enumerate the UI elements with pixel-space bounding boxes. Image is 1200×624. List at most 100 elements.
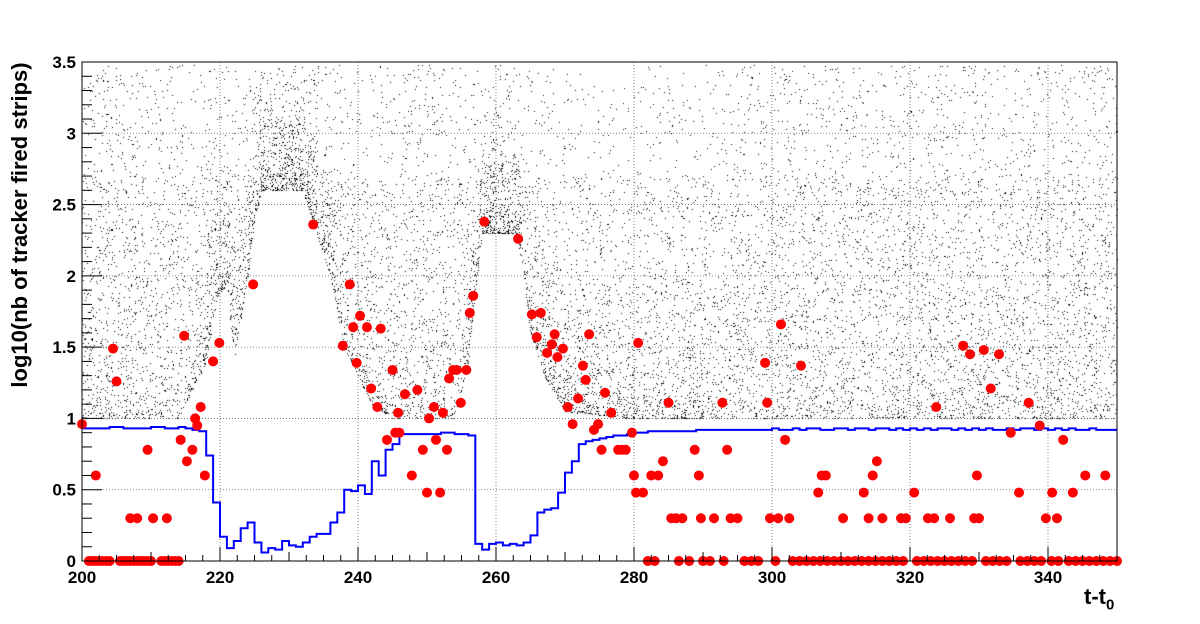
marker-point: [175, 434, 186, 445]
marker-point: [657, 456, 668, 467]
marker-point: [725, 513, 736, 524]
marker-point: [784, 513, 795, 524]
marker-point: [208, 356, 219, 367]
y-tick-label: 2: [67, 267, 76, 286]
marker-point: [412, 384, 423, 395]
marker-point: [900, 513, 911, 524]
y-tick-label: 3: [67, 124, 76, 143]
histogram-line: [82, 425, 1117, 554]
marker-point: [813, 487, 824, 498]
marker-point: [348, 322, 359, 333]
marker-point: [931, 402, 942, 413]
marker-point: [557, 343, 568, 354]
marker-point: [994, 349, 1005, 360]
marker-point: [689, 444, 700, 455]
y-axis-label: log10(nb of tracker fired strips): [7, 62, 32, 388]
marker-point: [428, 402, 439, 413]
marker-point: [631, 487, 642, 498]
marker-point: [111, 376, 122, 387]
x-axis-label-text: t-t: [1084, 584, 1106, 609]
marker-point: [573, 393, 584, 404]
marker-point: [387, 364, 398, 375]
marker-point: [375, 323, 386, 334]
x-tick-label: 260: [482, 568, 510, 587]
marker-point: [760, 357, 771, 368]
marker-point: [732, 513, 743, 524]
marker-point: [562, 402, 573, 413]
marker-point: [695, 513, 706, 524]
red-markers: [77, 216, 1122, 566]
marker-point: [626, 427, 637, 438]
marker-point: [444, 373, 455, 384]
x-tick-label: 240: [344, 568, 372, 587]
marker-point: [1047, 487, 1058, 498]
marker-point: [187, 444, 198, 455]
marker-point: [820, 470, 831, 481]
grid: [81, 61, 1117, 562]
marker-point: [437, 407, 448, 418]
marker-point: [372, 402, 383, 413]
marker-point: [546, 339, 557, 350]
marker-point: [192, 420, 203, 431]
marker-point: [161, 513, 172, 524]
marker-point: [722, 444, 733, 455]
x-tick-label: 340: [1034, 568, 1062, 587]
marker-point: [1023, 397, 1034, 408]
marker-point: [366, 383, 377, 394]
marker-point: [552, 352, 563, 363]
marker-point: [764, 513, 775, 524]
marker-point: [422, 487, 432, 498]
marker-point: [663, 397, 674, 408]
marker-point: [451, 364, 462, 375]
marker-point: [90, 470, 101, 481]
marker-point: [1014, 487, 1025, 498]
marker-point: [549, 329, 560, 340]
marker-point: [442, 444, 453, 455]
marker-point: [677, 513, 688, 524]
marker-point: [393, 407, 404, 418]
marker-point: [600, 387, 611, 398]
marker-point: [965, 349, 976, 360]
marker-point: [606, 407, 617, 418]
marker-point: [717, 397, 728, 408]
marker-point: [693, 470, 704, 481]
marker-point: [1080, 470, 1091, 481]
marker-point: [195, 402, 206, 413]
marker-point: [1005, 427, 1016, 438]
marker-point: [577, 360, 588, 371]
marker-point: [775, 319, 786, 330]
x-tick-label: 220: [206, 568, 234, 587]
marker-point: [394, 427, 405, 438]
marker-point: [871, 456, 882, 467]
marker-point: [1040, 513, 1051, 524]
marker-point: [148, 513, 159, 524]
marker-point: [945, 513, 956, 524]
marker-point: [351, 357, 362, 368]
marker-point: [974, 513, 984, 524]
marker-point: [337, 340, 348, 351]
marker-point: [877, 513, 888, 524]
x-tick-label: 280: [620, 568, 648, 587]
marker-point: [620, 444, 631, 455]
marker-point: [709, 513, 720, 524]
marker-point: [762, 397, 773, 408]
marker-point: [361, 322, 372, 333]
axes: 200 220 240 260 280 300 320 340 0 0.5 1 1.5 2 2.5 3 3.5: [52, 53, 1118, 587]
marker-point: [653, 470, 664, 481]
marker-point: [181, 456, 192, 467]
marker-point: [1034, 420, 1045, 431]
marker-point: [985, 383, 996, 394]
marker-point: [142, 444, 153, 455]
marker-point: [248, 279, 259, 290]
marker-point: [580, 374, 591, 385]
marker-point: [199, 470, 210, 481]
x-tick-label: 200: [68, 568, 96, 587]
x-tick-label: 300: [758, 568, 786, 587]
marker-point: [214, 337, 225, 348]
marker-point: [629, 470, 639, 481]
marker-point: [430, 434, 441, 445]
histogram-step-line: [82, 425, 1117, 554]
marker-point: [455, 397, 466, 408]
marker-point: [125, 513, 136, 524]
marker-point: [646, 470, 657, 481]
